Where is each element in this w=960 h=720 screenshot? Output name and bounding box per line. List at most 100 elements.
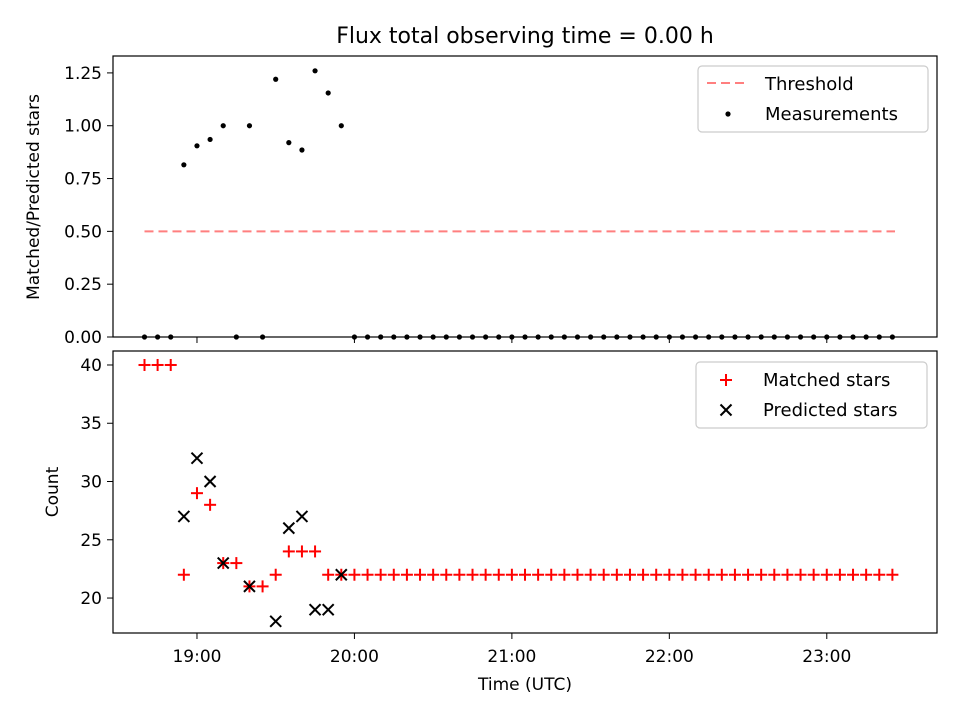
legend-threshold-label: Threshold: [764, 74, 854, 95]
bottom-legend: Matched stars Predicted stars: [695, 361, 928, 429]
measurement-point: [194, 143, 200, 149]
matched-star-point: [807, 568, 820, 581]
measurement-point: [273, 76, 279, 82]
top-y-tick-label: 0.75: [64, 170, 102, 190]
predicted-star-point: [295, 510, 309, 523]
predicted-star-point: [308, 603, 322, 616]
matched-star-point: [309, 545, 322, 558]
measurement-point: [811, 334, 817, 340]
matched-star-point: [519, 568, 531, 581]
measurement-point: [824, 334, 830, 340]
matched-star-point: [190, 487, 203, 500]
top-y-tick-label: 1.25: [64, 64, 102, 84]
bottom-y-axis: 20 25 30 35 40: [80, 356, 113, 609]
matched-star-point: [623, 568, 636, 581]
measurement-point: [732, 334, 738, 340]
matched-star-point: [650, 568, 663, 581]
measurement-point: [863, 334, 869, 340]
top-y-axis-label: Matched/Predicted stars: [24, 94, 44, 300]
matched-star-point: [742, 568, 755, 581]
legend-measurements-swatch: [725, 111, 731, 117]
measurement-point: [155, 334, 161, 340]
matched-star-point: [545, 568, 558, 581]
matched-star-point: [768, 568, 781, 581]
measurement-point: [640, 334, 646, 340]
matched-star-point: [322, 568, 335, 581]
matched-star-point: [387, 568, 400, 581]
measurement-point: [443, 334, 449, 340]
matched-star-point: [400, 568, 413, 581]
predicted-star-point: [335, 568, 348, 581]
measurement-point: [259, 334, 266, 340]
matched-star-point: [584, 568, 597, 581]
matched-star-point: [164, 358, 177, 371]
top-y-tick-label: 0.25: [64, 275, 102, 295]
measurement-point: [168, 334, 174, 340]
measurement-point: [220, 123, 226, 129]
measurement-point: [364, 334, 371, 340]
measurement-point: [141, 334, 148, 340]
measurement-points: [141, 68, 895, 340]
bottom-panel: 20 25 30 35 40 19:00 20:00 21:00 22:00 23:00 Cou…: [43, 350, 938, 695]
bottom-y-tick-label: 30: [80, 473, 102, 493]
matched-star-point: [637, 568, 650, 581]
bottom-x-axis: 19:00 20:00 21:00 22:00 23:00: [172, 633, 851, 667]
legend-predicted-label: Predicted stars: [763, 400, 897, 421]
legend-measurements-label: Measurements: [765, 104, 898, 125]
measurement-point: [561, 334, 567, 340]
matched-star-point: [755, 568, 768, 581]
matched-star-point: [492, 568, 505, 581]
measurement-point: [837, 334, 843, 340]
measurement-point: [876, 334, 882, 340]
measurement-point: [207, 136, 213, 143]
measurement-point: [588, 334, 594, 340]
top-y-tick-label: 1.00: [64, 117, 102, 137]
measurement-point: [496, 334, 502, 340]
matched-star-point: [886, 568, 899, 581]
legend-predicted-swatch: [719, 403, 733, 417]
matched-star-point: [204, 498, 217, 511]
matched-star-point: [466, 568, 479, 581]
measurement-point: [797, 334, 804, 340]
measurement-point: [483, 334, 489, 340]
x-tick-label: 20:00: [330, 647, 379, 667]
matched-star-point: [833, 568, 846, 581]
measurement-point: [850, 334, 856, 340]
measurement-point: [601, 334, 607, 340]
matched-star-point: [571, 568, 584, 581]
measurement-point: [417, 334, 423, 340]
legend-plus-marker: [720, 374, 732, 386]
bottom-y-tick-label: 25: [80, 531, 102, 551]
matched-star-point: [820, 568, 833, 581]
matched-star-point: [427, 568, 440, 581]
chart-title: Flux total observing time = 0.00 h: [336, 24, 714, 49]
measurement-point: [286, 140, 292, 146]
top-y-tick-label: 0.50: [64, 222, 102, 242]
matched-star-point: [847, 568, 860, 581]
matched-star-point: [295, 545, 308, 558]
matched-star-point: [610, 568, 623, 581]
matched-star-point: [728, 568, 741, 581]
x-axis-label: Time (UTC): [477, 675, 572, 695]
measurement-point: [233, 334, 239, 340]
matched-star-point: [440, 568, 453, 581]
matched-star-point: [269, 568, 282, 581]
measurement-point: [745, 334, 751, 340]
predicted-star-point: [282, 521, 296, 535]
x-tick-label: 19:00: [172, 647, 221, 667]
measurement-point: [509, 334, 515, 340]
matched-star-point: [558, 568, 571, 581]
x-tick-label: 23:00: [802, 647, 851, 667]
top-y-tick-label: 0.00: [64, 328, 102, 348]
legend-x-marker: [719, 403, 733, 417]
measurement-point: [666, 334, 672, 340]
matched-star-point: [361, 568, 374, 581]
measurement-point: [351, 334, 358, 340]
matched-star-point: [676, 568, 689, 581]
matched-star-point: [479, 568, 492, 581]
measurement-point: [889, 334, 895, 340]
measurement-point: [522, 334, 528, 340]
matched-star-point: [860, 568, 873, 581]
measurement-point: [614, 334, 620, 340]
matched-star-point: [256, 580, 269, 593]
